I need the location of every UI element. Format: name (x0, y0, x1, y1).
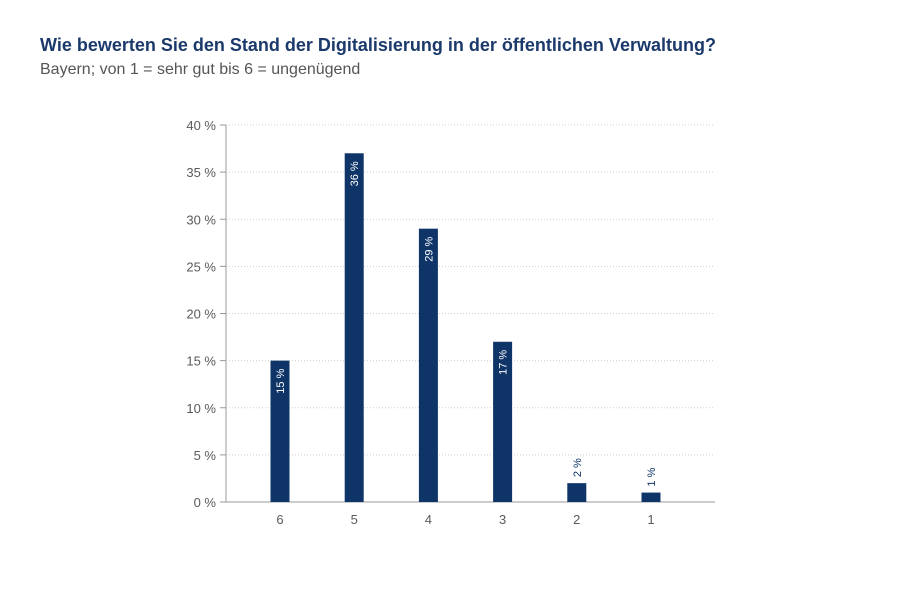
x-tick-label: 6 (276, 512, 283, 527)
bars (270, 153, 661, 503)
chart-title: Wie bewerten Sie den Stand der Digitalis… (40, 35, 716, 55)
bar-value-label: 29 % (423, 236, 435, 261)
y-tick-label: 10 % (186, 401, 216, 416)
y-tick-label: 35 % (186, 165, 216, 180)
bar (641, 492, 661, 502)
y-tick-label: 40 % (186, 118, 216, 133)
y-tick-label: 20 % (186, 307, 216, 322)
bar-value-label: 15 % (275, 368, 287, 393)
bar (344, 153, 364, 502)
y-tick-label: 25 % (186, 259, 216, 274)
y-tick-label: 30 % (186, 212, 216, 227)
bar-value-label: 2 % (572, 458, 584, 477)
y-tick-label: 0 % (194, 495, 217, 510)
y-axis-tick-labels: 0 % 5 % 10 % 15 % 20 % 25 % 30 % 35 % 40 % (186, 118, 216, 510)
bar-value-label: 17 % (498, 350, 510, 375)
bar-value-label: 36 % (349, 161, 361, 186)
gridlines (226, 124, 715, 456)
x-tick-label: 5 (351, 512, 358, 527)
x-tick-label: 2 (573, 512, 580, 527)
bar (270, 360, 290, 502)
axes (220, 124, 715, 503)
x-tick-label: 4 (425, 512, 432, 527)
bar-value-label: 1 % (646, 467, 658, 486)
bar (493, 341, 513, 502)
y-tick-label: 15 % (186, 354, 216, 369)
bar-value-labels: 15 % 36 % 29 % 17 % 2 % 1 % (275, 161, 658, 487)
x-tick-label: 3 (499, 512, 506, 527)
chart-subtitle: Bayern; von 1 = sehr gut bis 6 = ungenüg… (40, 61, 361, 78)
x-tick-label: 1 (647, 512, 654, 527)
x-axis-tick-labels: 6 5 4 3 2 1 (276, 512, 654, 527)
y-tick-label: 5 % (194, 448, 217, 463)
bar (418, 228, 438, 503)
bar (567, 483, 587, 502)
